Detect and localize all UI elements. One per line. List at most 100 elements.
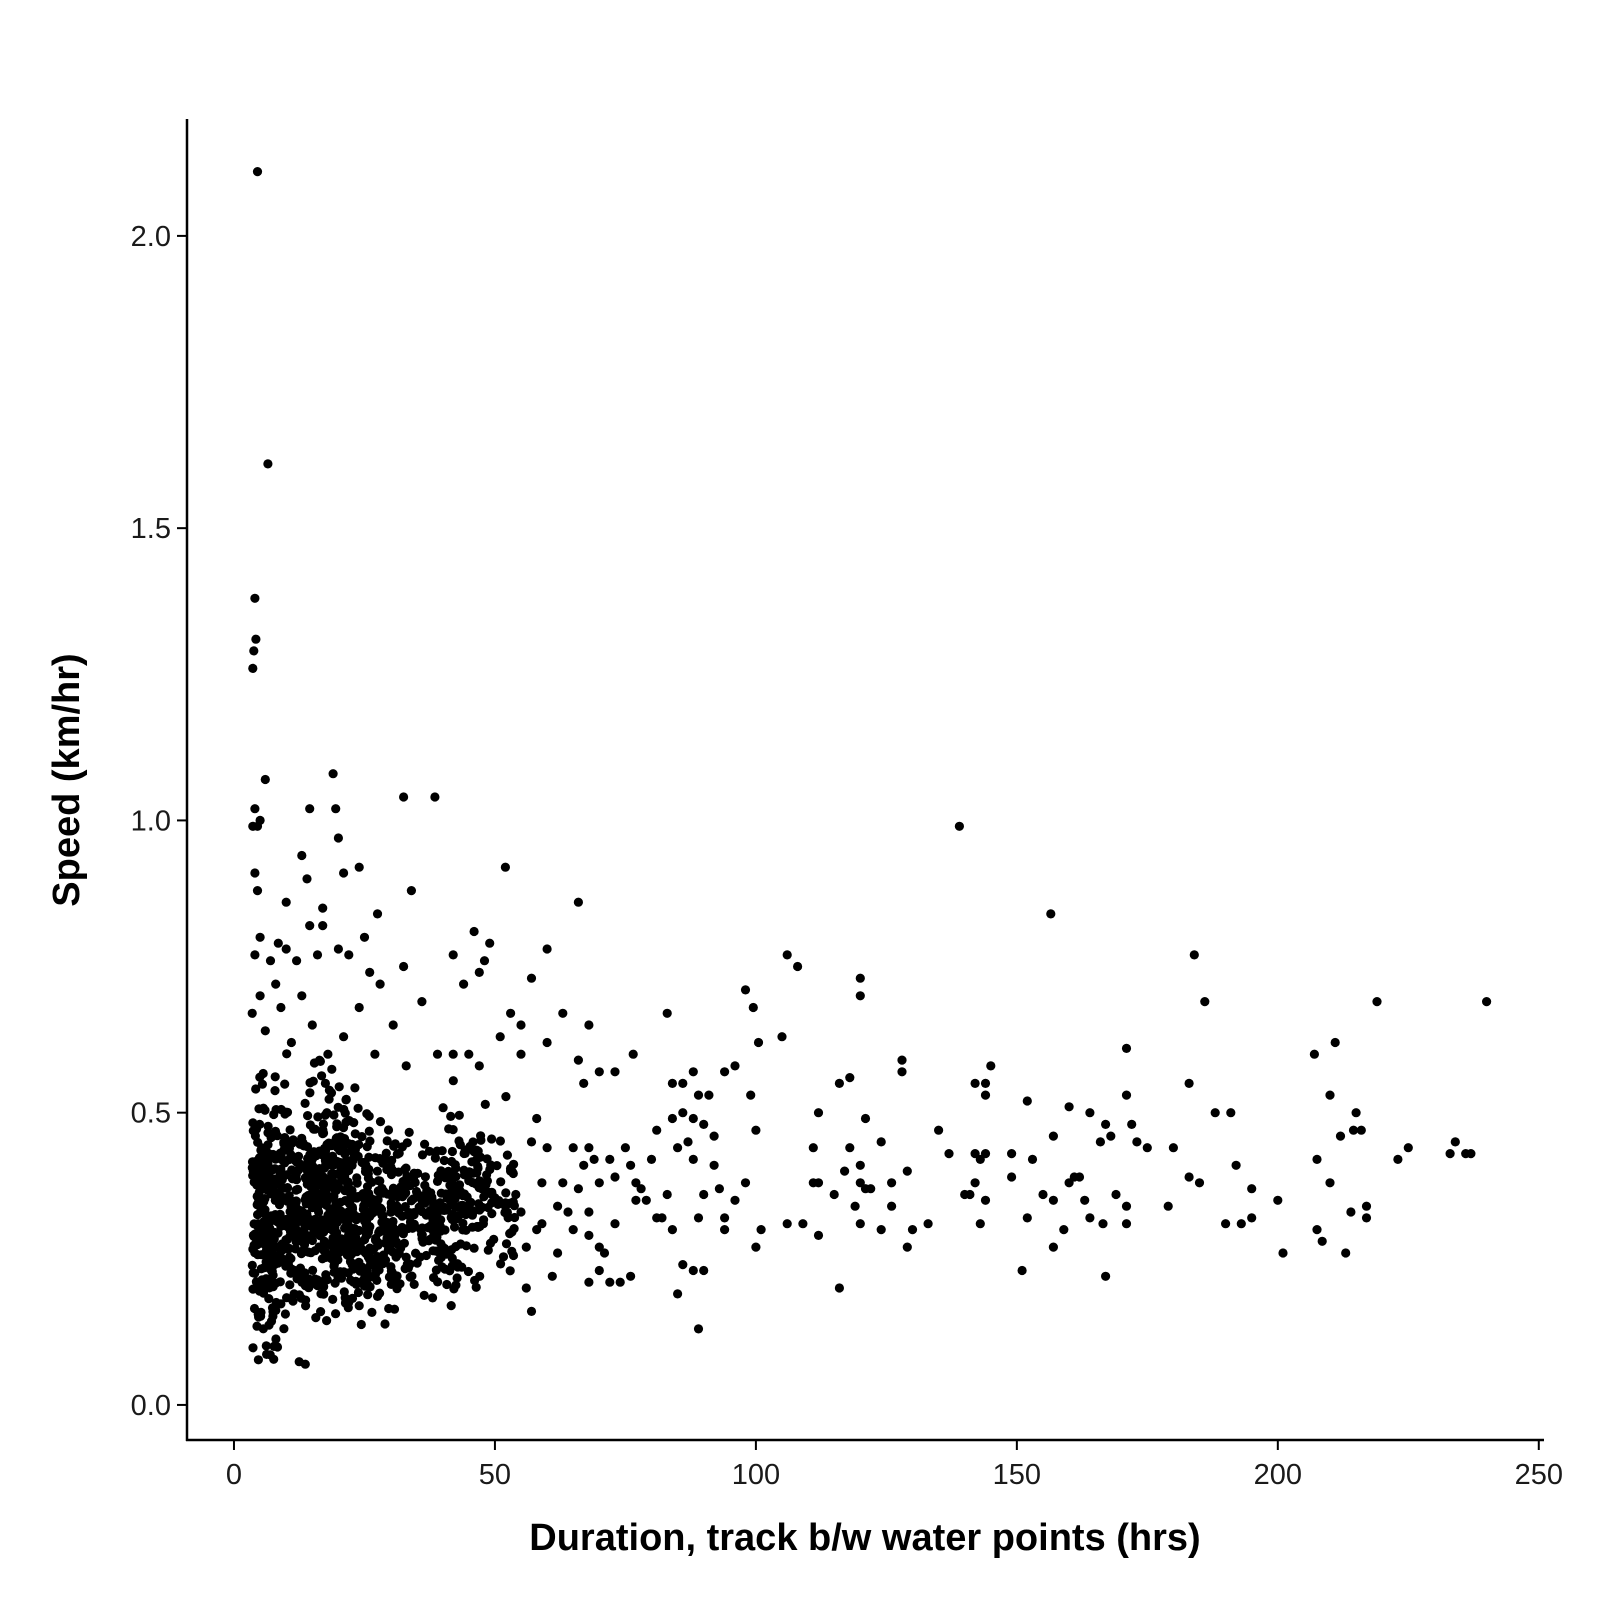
data-point [364, 1126, 374, 1136]
data-point [1007, 1149, 1017, 1159]
data-point [447, 1146, 457, 1157]
data-point [447, 1245, 457, 1255]
data-point [275, 1209, 285, 1219]
data-point [1361, 1201, 1372, 1211]
data-point [420, 1139, 430, 1149]
data-point [526, 973, 537, 983]
data-point [258, 1103, 268, 1113]
data-point [699, 1119, 709, 1129]
data-point [307, 1156, 317, 1166]
data-point [876, 1137, 886, 1147]
data-point [303, 1111, 313, 1121]
data-point [793, 961, 803, 972]
data-point [451, 1202, 461, 1212]
data-point [1189, 950, 1199, 960]
data-point [500, 1207, 510, 1218]
data-point [1341, 1248, 1351, 1258]
data-point [965, 1189, 975, 1200]
data-point [511, 1189, 521, 1200]
data-point [693, 1213, 704, 1223]
data-point [1064, 1178, 1074, 1188]
data-point [328, 1294, 338, 1304]
data-point [387, 1268, 397, 1278]
data-point [275, 1277, 285, 1287]
data-point [266, 1253, 276, 1264]
data-point [1312, 1154, 1322, 1164]
data-point [406, 886, 416, 896]
data-point [311, 1313, 321, 1323]
data-point [495, 1032, 505, 1042]
data-point [496, 1259, 506, 1269]
data-point [1466, 1149, 1476, 1159]
data-point [353, 1103, 363, 1113]
data-point [402, 1171, 412, 1181]
data-point [748, 1002, 758, 1013]
data-point [272, 1217, 282, 1227]
data-point [360, 1167, 371, 1177]
data-point [253, 1155, 263, 1166]
data-point [980, 1195, 991, 1205]
data-point [382, 1136, 392, 1146]
data-point [934, 1125, 944, 1135]
data-point [1231, 1160, 1241, 1170]
data-point [573, 1055, 584, 1065]
data-point [388, 1216, 398, 1227]
data-point [327, 1064, 337, 1074]
data-point [293, 1165, 303, 1175]
data-point [291, 1236, 301, 1247]
data-point [258, 1068, 268, 1079]
data-point [388, 1247, 398, 1257]
data-point [673, 1289, 683, 1299]
data-point [270, 1072, 280, 1082]
data-point [261, 1341, 271, 1351]
data-point [558, 1178, 568, 1188]
data-point [247, 1260, 257, 1270]
data-point [1372, 997, 1382, 1007]
data-point [438, 1244, 448, 1254]
data-point [1027, 1154, 1038, 1164]
data-point [970, 1078, 980, 1088]
data-point [693, 1090, 704, 1100]
data-point [280, 1079, 290, 1089]
data-point [944, 1149, 954, 1159]
data-point [447, 1175, 457, 1185]
data-point [352, 1178, 362, 1188]
data-point [329, 1261, 339, 1271]
data-point [354, 1002, 364, 1013]
data-point [250, 950, 260, 960]
data-point [553, 1201, 563, 1211]
data-point [417, 997, 427, 1007]
data-point [476, 1135, 486, 1145]
data-point [252, 821, 263, 831]
data-point [845, 1143, 855, 1153]
data-point [1121, 1201, 1132, 1211]
data-point [440, 1225, 450, 1235]
data-point [1007, 1172, 1017, 1182]
data-point [378, 1188, 388, 1198]
data-point [281, 944, 291, 954]
data-point [813, 1108, 824, 1118]
y-tick-label: 1.5 [131, 513, 171, 545]
data-point [305, 1214, 315, 1225]
data-point [276, 1149, 286, 1159]
data-point [599, 1248, 610, 1258]
data-point [1325, 1090, 1335, 1100]
data-point [271, 1305, 281, 1315]
data-point [501, 1092, 511, 1102]
data-point [313, 1112, 323, 1122]
data-point [288, 1135, 298, 1145]
data-point [286, 1210, 296, 1220]
data-point [1403, 1143, 1413, 1153]
data-point [354, 862, 364, 872]
data-point [450, 1160, 460, 1170]
data-point [458, 1218, 468, 1228]
data-point [272, 1228, 282, 1238]
data-point [398, 1192, 408, 1202]
data-point [521, 1283, 531, 1293]
data-point [902, 1242, 912, 1252]
data-point [709, 1131, 719, 1141]
data-point [584, 1020, 594, 1030]
data-point [350, 1083, 360, 1093]
data-point [256, 1250, 267, 1260]
data-point [507, 1246, 517, 1256]
